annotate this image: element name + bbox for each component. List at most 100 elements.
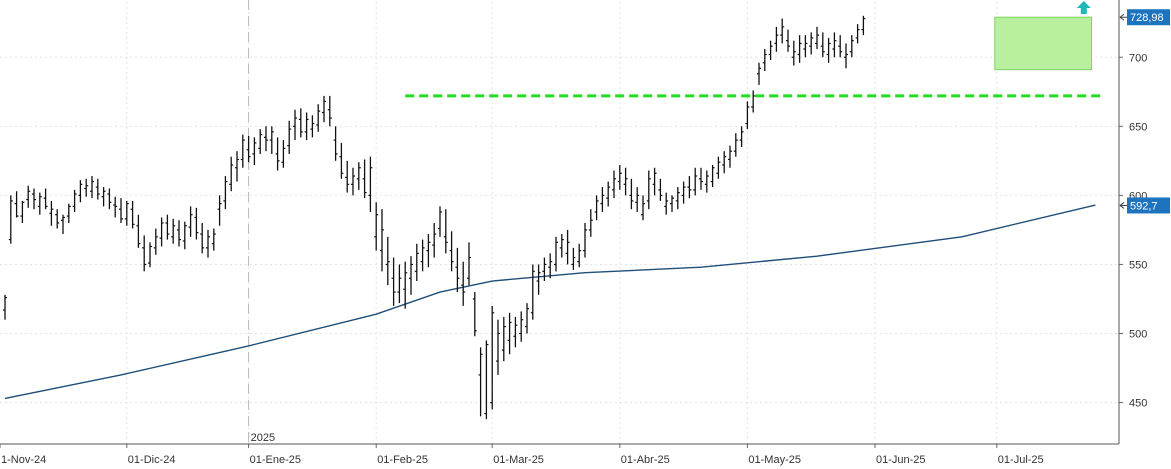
ohlc-bar — [443, 209, 448, 254]
ohlc-bar — [751, 90, 756, 113]
ohlc-bar — [849, 35, 854, 58]
ohlc-bar — [513, 316, 518, 348]
ohlc-bar — [8, 195, 13, 244]
ohlc-bar — [136, 214, 141, 248]
ohlc-bar — [710, 164, 715, 188]
ohlc-bar — [768, 40, 773, 61]
ohlc-bar — [426, 234, 431, 268]
ohlc-bar — [432, 223, 437, 258]
ohlc-bar — [762, 48, 767, 72]
ohlc-bar — [519, 311, 524, 342]
ohlc-bar — [310, 115, 315, 138]
ohlc-bar — [554, 236, 558, 272]
ohlc-bar — [420, 239, 425, 272]
ohlc-bar — [374, 202, 379, 251]
x-tick-label: 01-Ene-25 — [250, 454, 301, 466]
ohlc-bar — [681, 181, 686, 204]
ohlc-bar — [826, 37, 831, 63]
ohlc-bar — [855, 24, 860, 44]
arrow-shape — [1076, 1, 1091, 14]
ohlc-bar — [171, 218, 176, 244]
ohlc-bar — [838, 35, 843, 58]
price-badge-label: 728,98 — [1130, 12, 1164, 24]
ohlc-bar — [612, 170, 616, 199]
range-box-rect — [994, 16, 1093, 71]
ohlc-bar — [733, 133, 738, 157]
ohlc-bar — [287, 120, 292, 154]
ohlc-bar — [20, 200, 25, 223]
price-badge — [1127, 9, 1170, 26]
y-tick-label: 550 — [1129, 259, 1147, 271]
ohlc-bar — [182, 221, 187, 250]
ohlc-bar — [583, 223, 587, 258]
ohlc-bar — [72, 189, 77, 212]
ohlc-bar — [484, 340, 489, 420]
ohlc-bar — [194, 207, 199, 240]
ohlc-bar — [438, 206, 442, 237]
ohlc-bar — [600, 187, 605, 212]
year-label: 2025 — [251, 432, 275, 444]
ohlc-bar — [461, 261, 466, 306]
ohlc-bar — [414, 243, 419, 282]
ohlc-bar — [525, 303, 529, 334]
ohlc-bar — [333, 126, 338, 161]
ohlc-bar — [258, 129, 263, 154]
price-pointer — [1119, 13, 1127, 21]
ohlc-bar — [153, 228, 158, 255]
ohlc-bar — [635, 187, 640, 212]
ohlc-bar — [820, 32, 825, 58]
price-badges: 728,98 592,7 — [1119, 9, 1170, 214]
ohlc-bar — [722, 151, 727, 174]
x-tick-label: 01-Feb-25 — [377, 454, 428, 466]
ohlc-bar — [345, 160, 350, 193]
ohlc-bar — [658, 178, 663, 201]
up-arrow-icon — [1076, 1, 1091, 14]
ohlc-bar — [780, 18, 785, 44]
ohlc-bar — [530, 264, 535, 320]
ohlc-bar — [165, 214, 170, 240]
ohlc-bar — [409, 256, 413, 295]
ohlc-bar — [455, 247, 460, 293]
ohlc-bar — [687, 176, 692, 199]
ohlc-bar — [739, 126, 744, 148]
ohlc-bar — [797, 35, 802, 63]
ohlc-bar — [716, 156, 721, 179]
ohlc-bar — [577, 243, 582, 268]
ohlc-bar — [252, 137, 257, 165]
ohlc-bar — [211, 228, 216, 251]
ohlc-bar — [501, 316, 506, 362]
ohlc-bar — [229, 156, 234, 192]
ohlc-bar — [623, 167, 628, 196]
ohlc-bar — [293, 109, 297, 141]
y-tick-label: 450 — [1129, 398, 1147, 410]
ohlc-bar — [380, 209, 384, 272]
ohlc-bar — [385, 236, 390, 286]
ohlc-bar — [467, 242, 471, 286]
ohlc-bar — [26, 185, 31, 208]
x-tick-label: 01-Mar-25 — [493, 454, 544, 466]
ohlc-bar — [704, 170, 709, 193]
y-tick-label: 650 — [1129, 121, 1147, 133]
ohlc-bar — [815, 26, 819, 49]
price-badge-label: 592,7 — [1130, 200, 1158, 212]
ohlc-bar — [298, 108, 303, 138]
ohlc-bar — [368, 156, 373, 212]
ohlc-bar — [177, 220, 181, 247]
y-tick-label: 700 — [1129, 52, 1147, 64]
ohlc-bar — [37, 192, 42, 215]
ohlc-bar — [148, 242, 152, 268]
ohlc-bar — [246, 135, 251, 163]
x-tick-label: 1-Nov-24 — [1, 454, 46, 466]
ohlc-bar — [693, 167, 698, 196]
ohlc-bar — [449, 231, 454, 272]
ohlc-bar — [124, 200, 129, 226]
ohlc-bar — [391, 257, 396, 306]
ohlc-bar — [142, 235, 147, 272]
ohlc-bar — [594, 195, 599, 221]
ohlc-bar — [542, 257, 547, 282]
ohlc-bar — [240, 134, 245, 168]
x-tick-label: 01-Abr-25 — [621, 454, 670, 466]
price-badge — [1127, 197, 1170, 214]
